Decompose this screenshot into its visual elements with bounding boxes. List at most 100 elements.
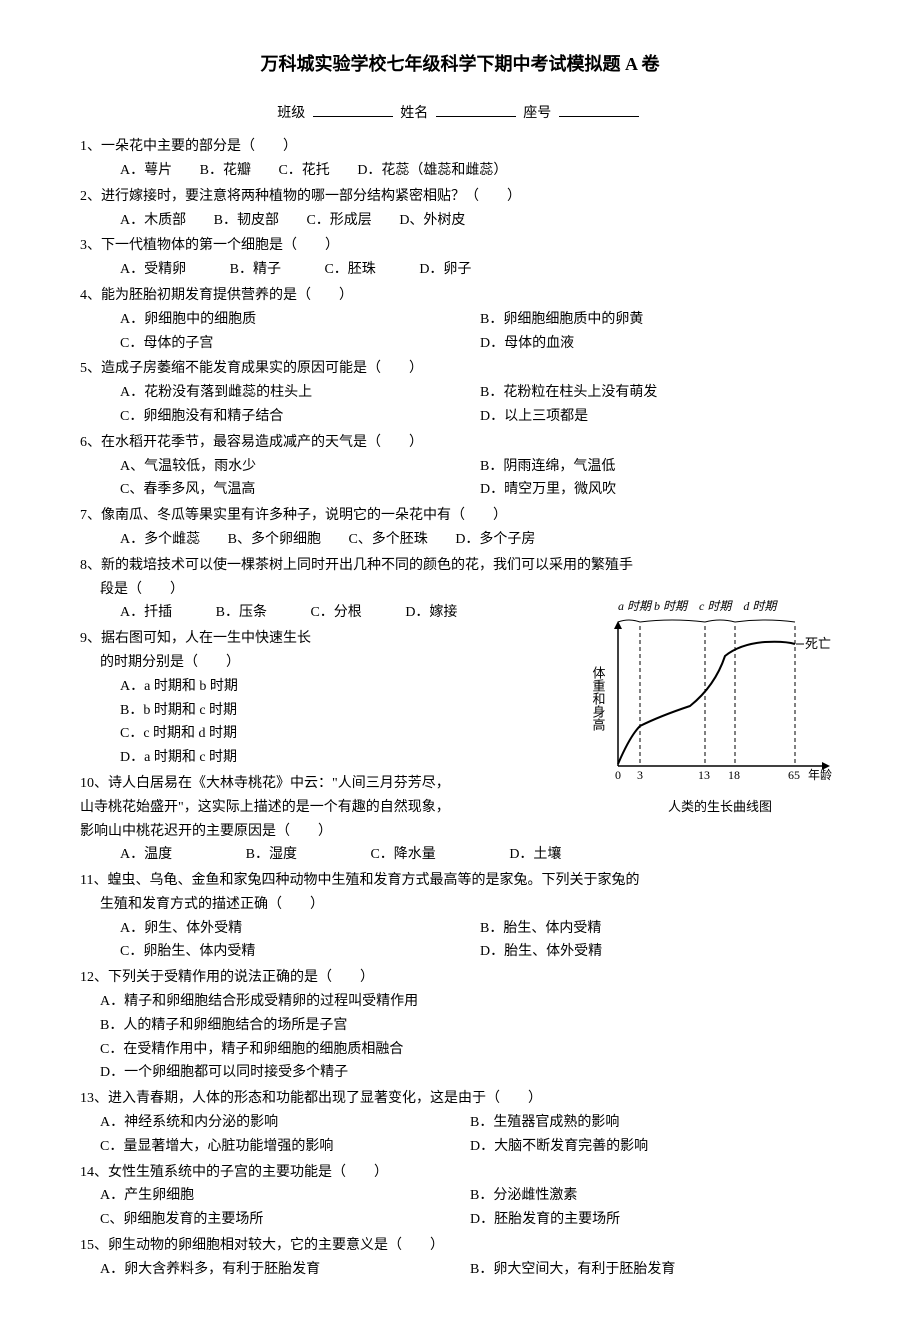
q5-opt-c: C．卵细胞没有和精子结合 [120, 405, 480, 429]
question-15: 15、卵生动物的卵细胞相对较大，它的主要意义是（ ） A．卵大含养料多，有利于胚… [80, 1234, 840, 1282]
q7-opt-a: A．多个雌蕊 [120, 528, 200, 552]
q3-opt-d: D．卵子 [419, 258, 471, 282]
chart-period-labels: a 时期 b 时期 c 时期 d 时期 [580, 597, 860, 616]
q1-text: 1、一朵花中主要的部分是（ ） [80, 135, 840, 159]
q11-opt-b: B．胎生、体内受精 [480, 917, 840, 941]
q6-text: 6、在水稻开花季节，最容易造成减产的天气是（ ） [80, 431, 840, 455]
question-2: 2、进行嫁接时，要注意将两种植物的哪一部分结构紧密相贴？（ ） A．木质部 B．… [80, 185, 840, 233]
q8-text1: 8、新的栽培技术可以使一棵茶树上同时开出几种不同的颜色的花，我们可以采用的繁殖手 [80, 554, 840, 578]
q2-opt-c: C．形成层 [306, 209, 371, 233]
svg-text:13: 13 [698, 768, 710, 782]
q2-opt-a: A．木质部 [120, 209, 186, 233]
q1-opt-a: A．萼片 [120, 159, 172, 183]
q11-text1: 11、蝗虫、乌龟、金鱼和家兔四种动物中生殖和发育方式最高等的是家兔。下列关于家兔… [80, 869, 840, 893]
q14-opt-d: D．胚胎发育的主要场所 [470, 1208, 840, 1232]
q11-opt-a: A．卵生、体外受精 [120, 917, 480, 941]
q7-opt-d: D．多个子房 [455, 528, 535, 552]
question-7: 7、像南瓜、冬瓜等果实里有许多种子，说明它的一朵花中有（ ） A．多个雌蕊 B、… [80, 504, 840, 552]
q5-opt-b: B．花粉粒在柱头上没有萌发 [480, 381, 840, 405]
q11-opt-c: C．卵胎生、体内受精 [120, 940, 480, 964]
growth-chart: a 时期 b 时期 c 时期 d 时期 体重和身高 死亡 0 3 13 18 6… [580, 597, 860, 817]
q12-opt-b: B．人的精子和卵细胞结合的场所是子宫 [100, 1014, 840, 1038]
q12-opt-d: D．一个卵细胞都可以同时接受多个精子 [100, 1061, 840, 1085]
q6-opt-c: C、春季多风，气温高 [120, 478, 480, 502]
question-3: 3、下一代植物体的第一个细胞是（ ） A．受精卵 B．精子 C．胚珠 D．卵子 [80, 234, 840, 282]
q13-text: 13、进入青春期，人体的形态和功能都出现了显著变化，这是由于（ ） [80, 1087, 840, 1111]
q2-text: 2、进行嫁接时，要注意将两种植物的哪一部分结构紧密相贴？（ ） [80, 185, 840, 209]
svg-text:65: 65 [788, 768, 800, 782]
q13-opt-a: A．神经系统和内分泌的影响 [100, 1111, 470, 1135]
q1-opt-d: D．花蕊（雄蕊和雌蕊） [357, 159, 507, 183]
q4-opt-b: B．卵细胞细胞质中的卵黄 [480, 308, 840, 332]
q7-opt-b: B、多个卵细胞 [228, 528, 321, 552]
question-11: 11、蝗虫、乌龟、金鱼和家兔四种动物中生殖和发育方式最高等的是家兔。下列关于家兔… [80, 869, 840, 964]
q9-text2: 的时期分别是（ ） [80, 651, 480, 675]
q1-opt-b: B．花瓣 [200, 159, 251, 183]
q14-opt-c: C、卵细胞发育的主要场所 [100, 1208, 470, 1232]
svg-text:18: 18 [728, 768, 740, 782]
q13-opt-b: B．生殖器官成熟的影响 [470, 1111, 840, 1135]
question-5: 5、造成子房萎缩不能发育成果实的原因可能是（ ） A．花粉没有落到雌蕊的柱头上 … [80, 357, 840, 428]
q7-text: 7、像南瓜、冬瓜等果实里有许多种子，说明它的一朵花中有（ ） [80, 504, 840, 528]
class-label: 班级 [277, 103, 305, 125]
q14-text: 14、女性生殖系统中的子宫的主要功能是（ ） [80, 1161, 840, 1185]
q4-text: 4、能为胚胎初期发育提供营养的是（ ） [80, 284, 840, 308]
q12-text: 12、下列关于受精作用的说法正确的是（ ） [80, 966, 840, 990]
q8-opt-a: A．扦插 [120, 601, 172, 625]
question-1: 1、一朵花中主要的部分是（ ） A．萼片 B．花瓣 C．花托 D．花蕊（雄蕊和雌… [80, 135, 840, 183]
q5-opt-d: D．以上三项都是 [480, 405, 840, 429]
q9-opt-b: B．b 时期和 c 时期 [120, 699, 480, 723]
q3-opt-a: A．受精卵 [120, 258, 186, 282]
q11-opt-d: D．胎生、体外受精 [480, 940, 840, 964]
q9-opt-a: A．a 时期和 b 时期 [120, 675, 480, 699]
q13-opt-c: C．量显著增大，心脏功能增强的影响 [100, 1135, 470, 1159]
question-12: 12、下列关于受精作用的说法正确的是（ ） A．精子和卵细胞结合形成受精卵的过程… [80, 966, 840, 1085]
name-label: 姓名 [400, 103, 428, 125]
q3-opt-c: C．胚珠 [324, 258, 375, 282]
q12-opt-a: A．精子和卵细胞结合形成受精卵的过程叫受精作用 [100, 990, 840, 1014]
q5-text: 5、造成子房萎缩不能发育成果实的原因可能是（ ） [80, 357, 840, 381]
q10-opt-b: B．湿度 [246, 843, 297, 867]
question-13: 13、进入青春期，人体的形态和功能都出现了显著变化，这是由于（ ） A．神经系统… [80, 1087, 840, 1158]
question-4: 4、能为胚胎初期发育提供营养的是（ ） A．卵细胞中的细胞质 B．卵细胞细胞质中… [80, 284, 840, 355]
q9-text1: 9、据右图可知，人在一生中快速生长 [80, 627, 480, 651]
page-title: 万科城实验学校七年级科学下期中考试模拟题 A 卷 [80, 50, 840, 79]
q5-opt-a: A．花粉没有落到雌蕊的柱头上 [120, 381, 480, 405]
q13-opt-d: D．大脑不断发育完善的影响 [470, 1135, 840, 1159]
q9-opt-d: D．a 时期和 c 时期 [120, 746, 480, 770]
q2-opt-d: D、外树皮 [399, 209, 465, 233]
q4-opt-a: A．卵细胞中的细胞质 [120, 308, 480, 332]
q10-text3: 影响山中桃花迟开的主要原因是（ ） [80, 820, 840, 844]
svg-text:死亡: 死亡 [805, 636, 831, 651]
class-blank [313, 99, 393, 117]
q8-opt-b: B．压条 [216, 601, 267, 625]
svg-text:体重和身高: 体重和身高 [591, 666, 606, 731]
question-6: 6、在水稻开花季节，最容易造成减产的天气是（ ） A、气温较低，雨水少 B．阴雨… [80, 431, 840, 502]
q6-opt-b: B．阴雨连绵，气温低 [480, 455, 840, 479]
q15-opt-b: B．卵大空间大，有利于胚胎发育 [470, 1258, 840, 1282]
q14-opt-b: B．分泌雌性激素 [470, 1184, 840, 1208]
student-info-line: 班级 姓名 座号 [80, 99, 840, 125]
q7-opt-c: C、多个胚珠 [348, 528, 427, 552]
q15-text: 15、卵生动物的卵细胞相对较大，它的主要意义是（ ） [80, 1234, 840, 1258]
chart-caption: 人类的生长曲线图 [580, 797, 860, 818]
q10-opt-c: C．降水量 [370, 843, 435, 867]
seat-blank [559, 99, 639, 117]
question-9: 9、据右图可知，人在一生中快速生长 的时期分别是（ ） A．a 时期和 b 时期… [80, 627, 480, 770]
q8-opt-c: C．分根 [310, 601, 361, 625]
questions-container: a 时期 b 时期 c 时期 d 时期 体重和身高 死亡 0 3 13 18 6… [80, 135, 840, 1281]
q15-opt-a: A．卵大含养料多，有利于胚胎发育 [100, 1258, 470, 1282]
seat-label: 座号 [523, 103, 551, 125]
q6-opt-d: D．晴空万里，微风吹 [480, 478, 840, 502]
q10-opt-d: D．土壤 [509, 843, 561, 867]
q2-opt-b: B．韧皮部 [214, 209, 279, 233]
q12-opt-c: C．在受精作用中，精子和卵细胞的细胞质相融合 [100, 1038, 840, 1062]
svg-text:3: 3 [637, 768, 643, 782]
q4-opt-c: C．母体的子宫 [120, 332, 480, 356]
q8-opt-d: D．嫁接 [405, 601, 457, 625]
svg-text:0: 0 [615, 768, 621, 782]
q3-text: 3、下一代植物体的第一个细胞是（ ） [80, 234, 840, 258]
q10-opt-a: A．温度 [120, 843, 172, 867]
chart-svg: 体重和身高 死亡 0 3 13 18 65 年龄 [580, 616, 840, 786]
q11-text2: 生殖和发育方式的描述正确（ ） [80, 893, 840, 917]
